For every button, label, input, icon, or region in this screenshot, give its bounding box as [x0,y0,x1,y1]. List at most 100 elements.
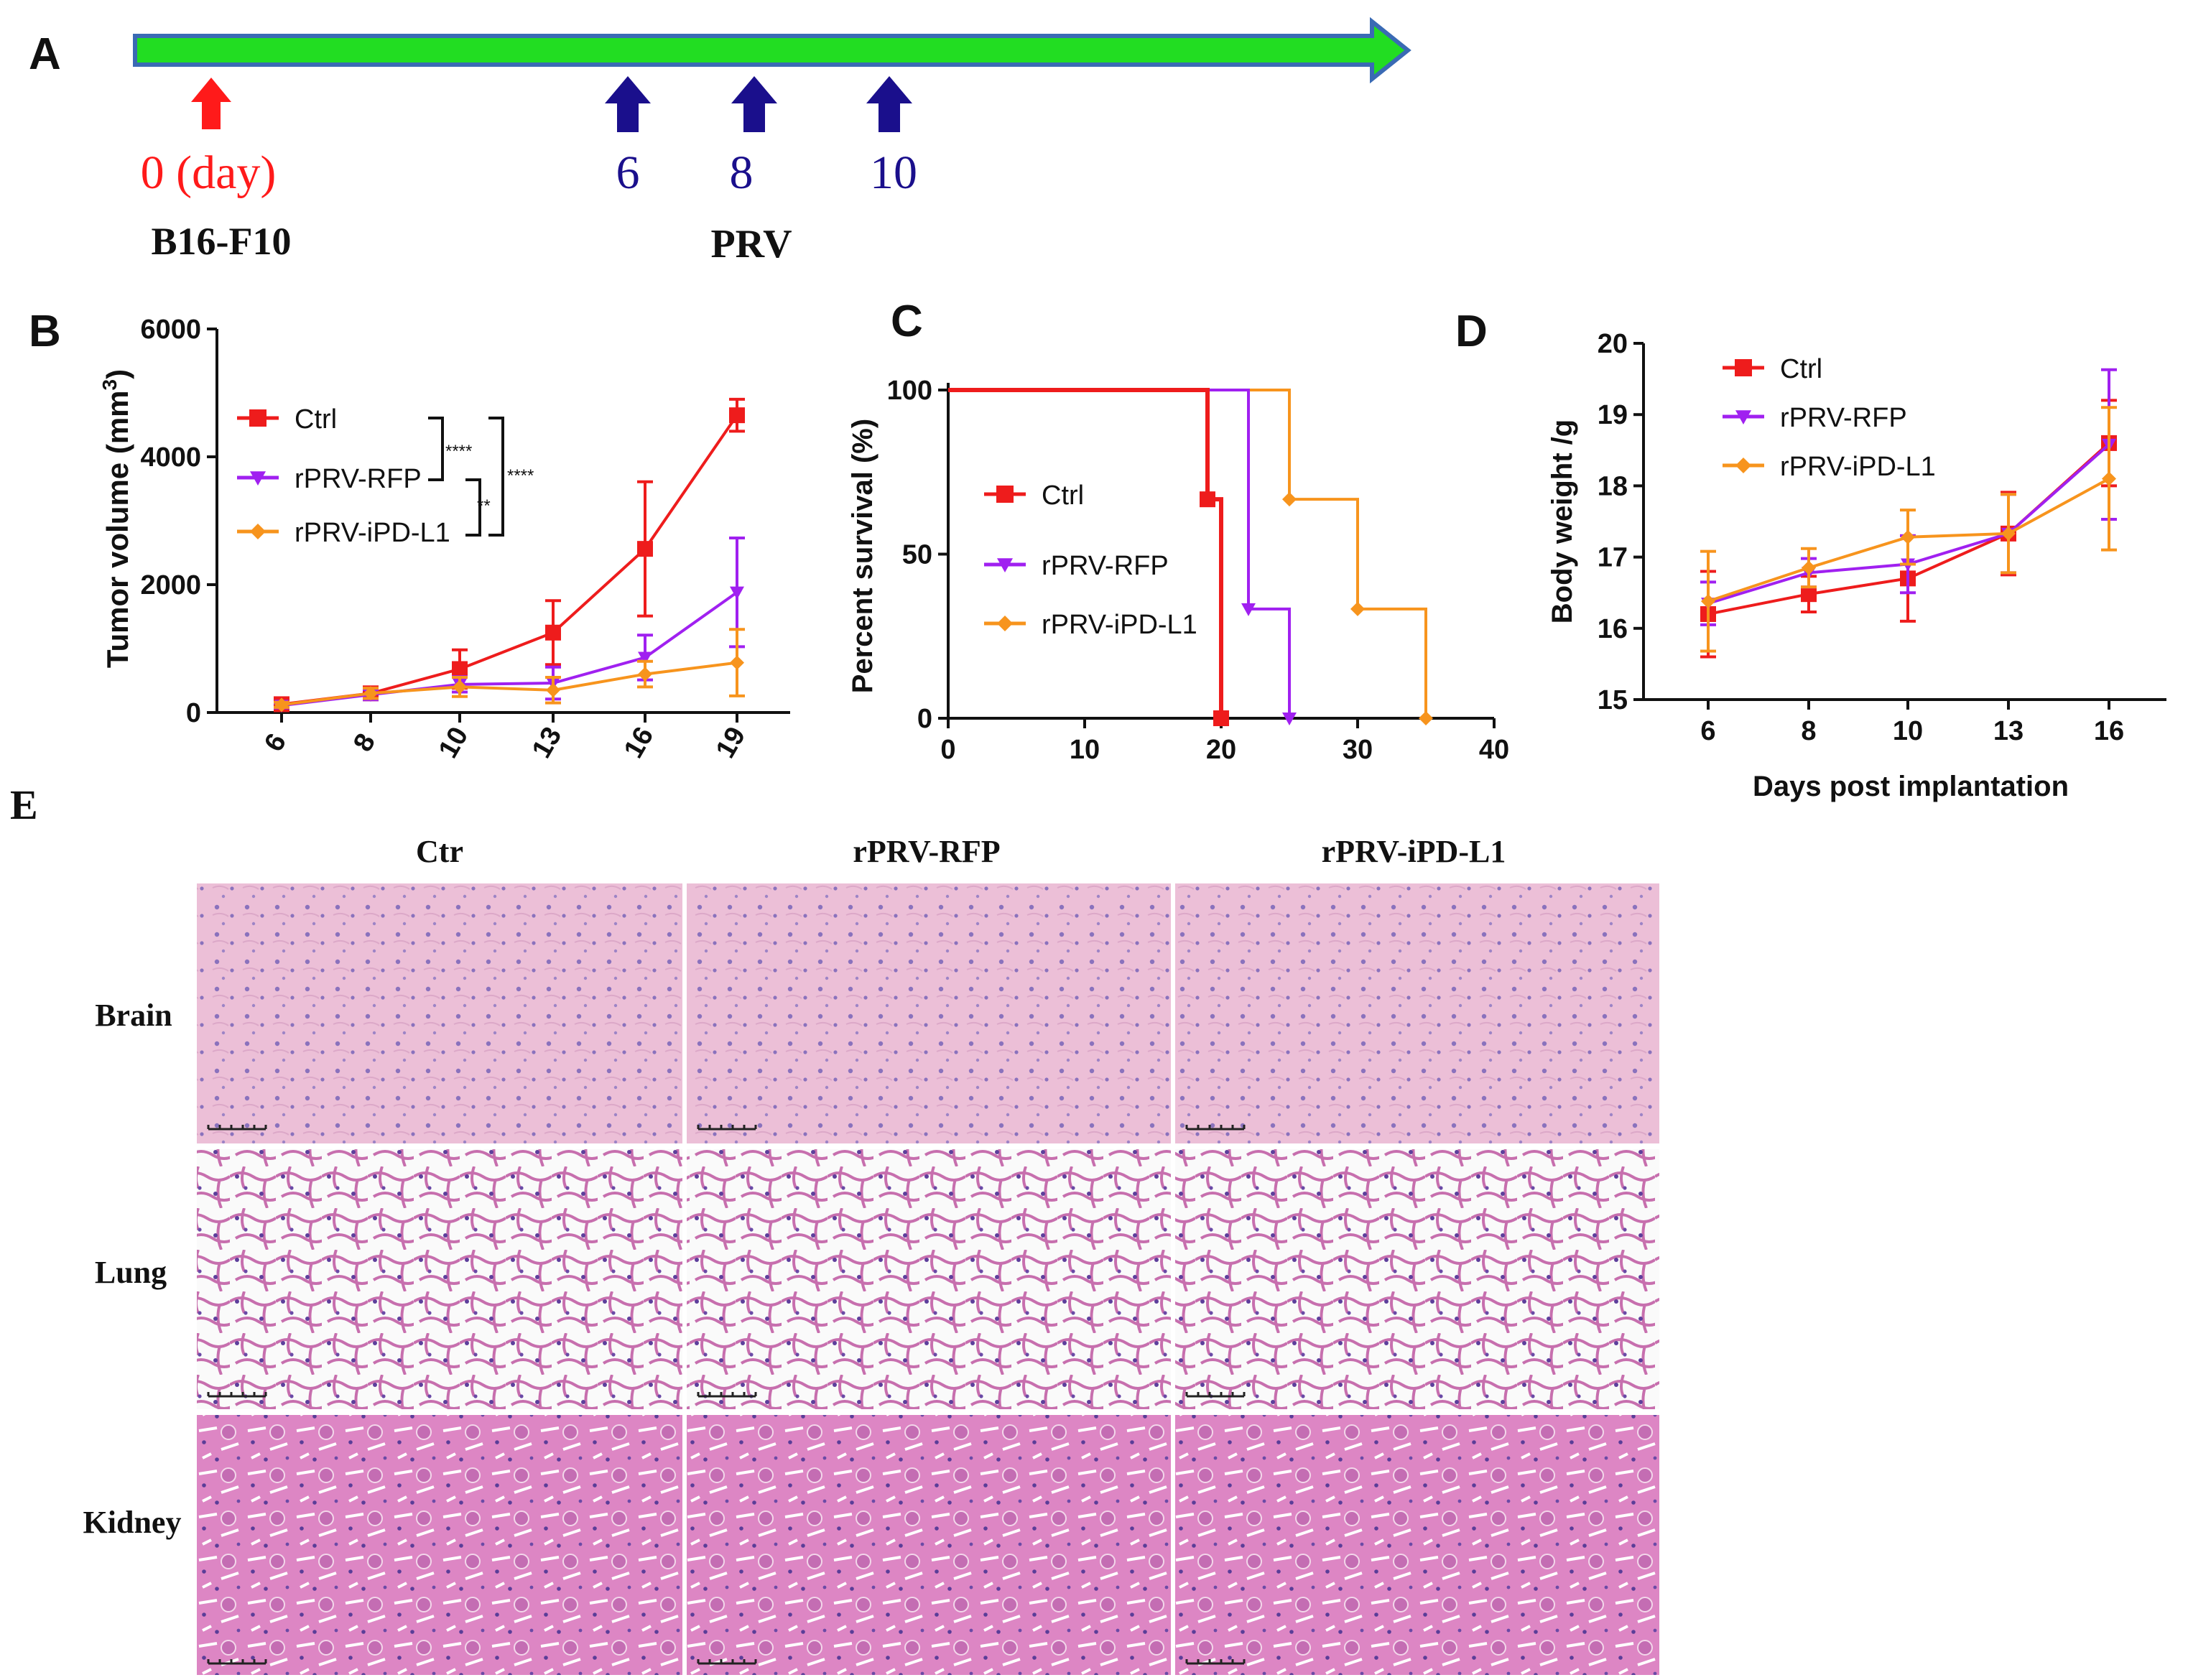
b-point-ctrl [545,624,561,641]
d-x-axis-label: Days post implantation [1753,771,2069,802]
c-line-ipdl1 [948,389,1427,718]
b-x-tick-label: 6 [259,728,292,756]
b-sig-bracket-3 [488,417,504,537]
d-legend-marker-ctrl [1735,359,1752,376]
b-legend-marker-rfp [250,471,266,486]
implant-arrow-icon [191,78,231,129]
histology-kidney-ctr [197,1415,682,1675]
b-y-tick-label: 6000 [140,315,201,345]
c-x-tick-label: 0 [940,735,955,765]
d-x-tick-label: 10 [1893,716,1923,746]
b-point-ipdl1 [274,697,289,713]
c-y-axis-label: Percent survival (%) [847,419,879,693]
b-point-rfp [638,651,652,665]
c-legend: Ctrl rPRV-RFP rPRV-iPD-L1 [984,481,1197,640]
d-point-ipdl1 [1901,529,1915,544]
d-legend-marker-ipdl1 [1735,458,1751,473]
d-point-ipdl1 [1802,560,1816,575]
histology-col-rfp: rPRV-RFP [853,834,1000,869]
b-x-tick-label: 19 [710,722,752,764]
d-legend-label-rfp: rPRV-RFP [1780,403,1907,433]
b-point-rfp [730,586,744,600]
histology-brain-rfp [687,883,1171,1143]
prv-day-1: 6 [616,147,640,199]
panel-label-b: B [29,307,61,356]
b-legend: Ctrl rPRV-RFP rPRV-iPD-L1 [237,404,450,548]
b-x-tick-label: 13 [527,722,568,764]
c-y-tick-label: 50 [902,540,932,570]
c-x-tick-label: 30 [1343,735,1373,765]
b-point-ipdl1 [638,667,652,682]
d-x-tick-label: 6 [1700,716,1715,746]
c-legend-label-rfp: rPRV-RFP [1042,551,1169,581]
b-series [274,397,745,713]
c-point-rfp [1241,603,1256,616]
d-x-tick-label: 16 [2094,716,2124,746]
d-point-ipdl1 [2001,526,2016,541]
histology-lung-ctr [197,1149,682,1409]
implant-day-label: 0 (day) [141,147,277,199]
histology-col-ipdl1: rPRV-iPD-L1 [1322,834,1506,869]
d-legend-label-ipdl1: rPRV-iPD-L1 [1780,452,1936,482]
d-point-ctrl [1801,586,1817,603]
c-y-tick-label: 0 [917,704,932,734]
b-point-ipdl1 [546,682,560,697]
histology-brain-ipdl1 [1175,883,1659,1143]
histology-row-lung: Lung [95,1255,167,1290]
c-point-rfp [1282,713,1297,725]
prv-arrow-icon-2 [731,76,777,132]
d-series [1700,368,2117,659]
histology-kidney-rfp [687,1415,1171,1675]
c-axes: 0 50 100 0 10 20 30 40 [887,376,1510,765]
d-y-tick-label: 15 [1598,685,1628,715]
prv-day-3: 10 [870,147,917,199]
c-series [948,388,1433,726]
c-legend-label-ctrl: Ctrl [1042,481,1084,511]
d-point-ipdl1 [1701,594,1715,609]
histology-kidney-ipdl1 [1175,1415,1659,1675]
c-x-tick-label: 20 [1206,735,1236,765]
panel-label-e: E [10,781,38,828]
b-sig-label-1: **** [445,442,472,461]
b-legend-marker-ctrl [249,409,266,427]
d-y-tick-label: 19 [1598,400,1628,430]
c-point-ctrl [1200,491,1215,508]
b-legend-marker-ipdl1 [250,524,266,539]
d-y-axis-label: Body weight /g [1547,419,1578,623]
c-point-ipdl1 [1419,711,1433,725]
histology-row-brain: Brain [95,998,172,1033]
b-y-tick-label: 2000 [140,570,201,600]
b-point-ctrl [637,541,653,557]
c-legend-label-ipdl1: rPRV-iPD-L1 [1042,610,1197,640]
histology-lung-ipdl1 [1175,1149,1659,1409]
b-legend-label-rfp: rPRV-RFP [295,464,422,494]
panel-label-a: A [29,29,61,79]
d-y-tick-label: 18 [1598,471,1628,501]
chart-body-weight: 15 16 17 18 19 20 6 8 10 13 16 Ctrl rPRV-RFP rPRV-iP… [1547,329,2166,802]
b-sig-bracket-1 [428,417,444,481]
b-line-ipdl1 [281,661,738,707]
d-axes: 15 16 17 18 19 20 6 8 10 13 16 [1598,329,2166,746]
histology-lung-rfp [687,1149,1171,1409]
b-y-tick-label: 0 [186,698,201,728]
d-y-tick-label: 16 [1598,614,1628,644]
c-point-ctrl [1213,710,1229,726]
panel-label-d: D [1455,307,1488,356]
c-x-tick-label: 40 [1479,735,1509,765]
b-sig-label-3: **** [507,466,534,486]
scale-bars [207,1125,1246,1665]
prv-arrow-icon-1 [605,76,651,132]
histology-brain-ctr [197,883,682,1143]
d-y-tick-label: 20 [1598,329,1628,359]
c-point-ipdl1 [1350,601,1365,616]
implant-label: B16-F10 [152,220,292,263]
b-x-tick-label: 8 [348,728,381,756]
b-x-tick-label: 10 [433,722,475,764]
b-legend-label-ipdl1: rPRV-iPD-L1 [295,518,450,548]
d-legend-marker-rfp [1735,410,1751,424]
b-point-ipdl1 [730,655,744,670]
c-legend-marker-rfp [997,558,1013,572]
d-x-tick-label: 8 [1801,716,1816,746]
